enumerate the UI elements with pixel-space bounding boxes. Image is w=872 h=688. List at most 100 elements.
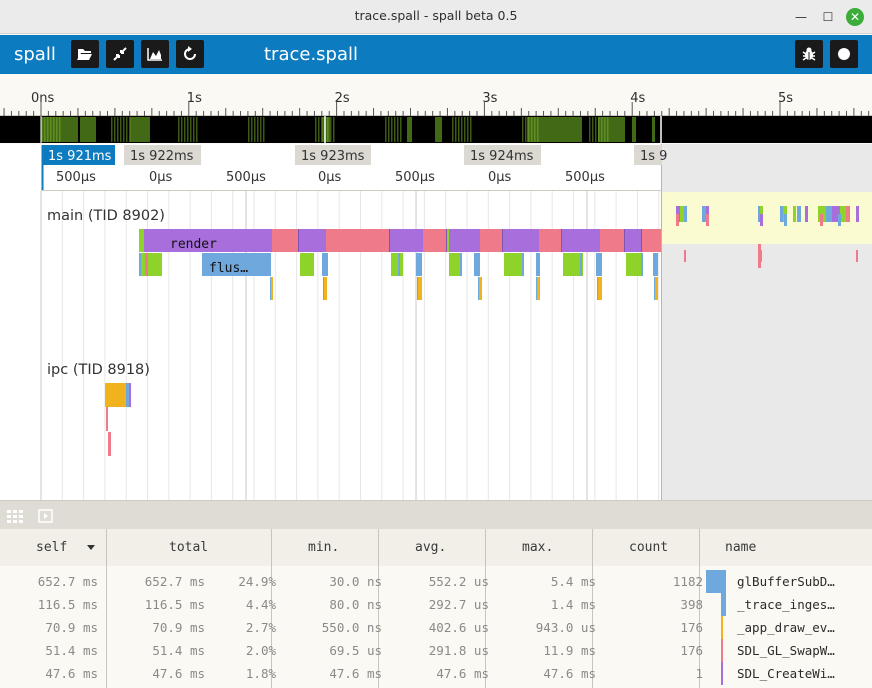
column-header-count[interactable]: count [629,540,669,555]
minimap-activity [50,117,52,142]
cell-max: 943.0 us [535,620,596,635]
event-separator [502,229,503,252]
table-row[interactable]: 116.5 ms 116.5 ms 4.4% 80.0 ns 292.7 us 1.4 m… [0,593,872,616]
minimap-activity [522,117,524,142]
cell-self: 51.4 ms [45,643,98,658]
panel-splitter[interactable] [0,500,872,529]
minimap-activity [193,117,195,142]
trace-event [684,250,686,262]
window-title: trace.spall - spall beta 0.5 [354,8,518,23]
collapse-button[interactable] [106,40,134,68]
column-header-total[interactable]: total [169,540,209,555]
ruler-label: 2s [335,91,350,106]
thread-label: main (TID 8902) [47,208,165,224]
minimap-activity [455,117,457,142]
close-button[interactable]: ✕ [846,8,864,26]
play-panel-icon[interactable] [37,507,55,525]
time-marker-label: 1s 9 [640,149,667,164]
column-divider[interactable] [699,529,700,688]
cell-self: 47.6 ms [45,666,98,681]
minimap-activity [178,117,180,142]
minimap-activity [435,117,442,142]
trace-event [641,229,656,252]
trace-event [600,229,624,252]
minimap-activity [181,117,183,142]
debug-button[interactable] [795,40,823,68]
minimap-activity [59,117,61,142]
column-divider[interactable] [271,529,272,688]
trace-event [656,229,661,252]
minimap-activity [607,117,609,142]
cell-min: 47.6 ms [329,666,382,681]
trace-event [654,277,655,300]
trace-event [298,229,326,252]
trace-event [522,253,524,276]
column-header-name[interactable]: name [725,540,757,555]
trace-event [706,214,709,226]
trace-event [539,229,561,252]
column-divider[interactable] [592,529,593,688]
trace-event [105,383,126,407]
column-divider[interactable] [378,529,379,688]
trace-event [840,206,846,222]
cell-pct: 2.0% [245,643,276,658]
table-row[interactable]: 47.6 ms 47.6 ms 1.8% 47.6 ms 47.6 ms 47.6 ms 1… [0,662,872,685]
trace-event [502,229,539,252]
minimap-activity [531,117,533,142]
trace-timeline[interactable]: 1s 921ms 1s 922ms 1s 923ms 1s 924ms 1s 9 500µ… [0,144,872,500]
column-divider[interactable] [485,529,486,688]
cell-total: 652.7 ms [144,574,205,589]
maximize-button[interactable]: ☐ [822,10,834,24]
minimize-button[interactable]: — [795,10,807,24]
table-row[interactable]: 652.7 ms 652.7 ms 24.9% 30.0 ns 552.2 us 5.4 … [0,570,872,593]
trace-event [838,214,841,226]
activity-minimap[interactable] [0,116,872,143]
minimap-activity [187,117,189,142]
trace-event [653,253,658,276]
minimap-activity [385,117,387,142]
trace-event [129,383,131,407]
trace-event [326,229,389,252]
cell-pct: 1.8% [245,666,276,681]
color-swatch [721,662,723,685]
column-header-avg[interactable]: avg. [415,540,447,555]
trace-event [596,253,602,276]
column-header-self[interactable]: self [36,540,68,555]
table-row[interactable]: 70.9 ms 70.9 ms 2.7% 550.0 ns 402.6 us 943.0 … [0,616,872,639]
stats-button[interactable] [141,40,169,68]
trace-event [793,206,796,222]
trace-event [147,253,148,276]
grid-icon[interactable] [6,507,24,525]
minimap-activity [388,117,390,142]
minimap-activity [525,117,527,142]
ruler-label: 1s [187,91,202,106]
record-button[interactable] [830,40,858,68]
minimap-activity [321,117,323,142]
trace-event [504,253,523,276]
table-row[interactable]: 51.4 ms 51.4 ms 2.0% 69.5 us 291.8 us 11.9 ms… [0,639,872,662]
trace-event [478,277,479,300]
trace-event [474,253,480,276]
folder-open-icon [77,49,92,60]
reload-button[interactable] [176,40,204,68]
column-header-min[interactable]: min. [308,540,340,555]
color-swatch [706,570,726,593]
column-header-max[interactable]: max. [522,540,554,555]
time-ruler[interactable]: 0ns 1s 2s 3s 4s 5s [0,74,872,116]
cell-total: 51.4 ms [152,643,205,658]
cell-max: 47.6 ms [543,666,596,681]
open-file-button[interactable] [71,40,99,68]
minimap-activity [595,117,597,142]
minimap-activity [534,117,536,142]
sort-desc-icon [87,545,95,550]
minimap-activity [257,117,259,142]
trace-event [202,253,271,276]
minimap-activity [467,117,469,142]
column-divider[interactable] [106,529,107,688]
trace-event [417,277,418,300]
trace-event [826,206,832,222]
trace-event [684,206,687,222]
minimap-activity [184,117,186,142]
minimap-activity [327,117,329,142]
trace-event [148,253,162,276]
